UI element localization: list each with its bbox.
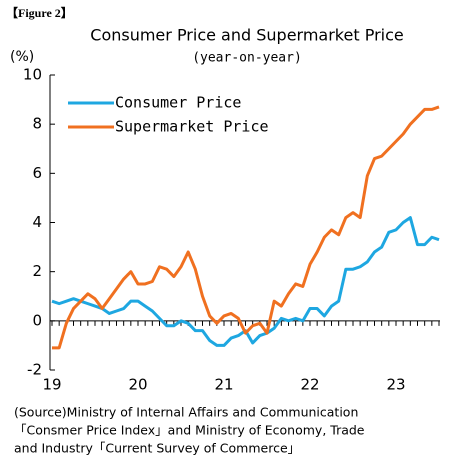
line-series (51, 216, 440, 347)
figure-label: 【Figure 2】 (6, 5, 73, 20)
y-tick-label: 6 (32, 164, 42, 182)
y-tick-label: 2 (32, 262, 42, 280)
chart-title: Consumer Price and Supermarket Price (90, 26, 403, 45)
legend-label: Supermarket Price (115, 118, 269, 136)
x-tick-label: 22 (300, 376, 319, 394)
source-note: (Source)Ministry of Internal Affairs and… (14, 405, 358, 420)
chart-subtitle: (year-on-year) (192, 51, 302, 66)
x-tick-label: 21 (214, 376, 233, 394)
y-axis-label: (%) (10, 49, 34, 65)
x-tick-label: 23 (386, 376, 405, 394)
y-tick-label: 8 (32, 115, 42, 133)
x-tick-label: 20 (128, 376, 147, 394)
y-tick-label: 10 (23, 66, 42, 84)
source-note: and Industry「Current Survey of Commerce」 (14, 441, 300, 456)
y-tick-label: 0 (32, 311, 42, 329)
line-series (52, 105, 440, 350)
y-tick-label: -2 (27, 361, 42, 379)
y-tick-label: 4 (32, 213, 42, 231)
source-note: 「Consmer Price Index」and Ministry of Eco… (14, 423, 365, 438)
legend-label: Consumer Price (115, 94, 241, 112)
x-tick-label: 19 (42, 376, 61, 394)
